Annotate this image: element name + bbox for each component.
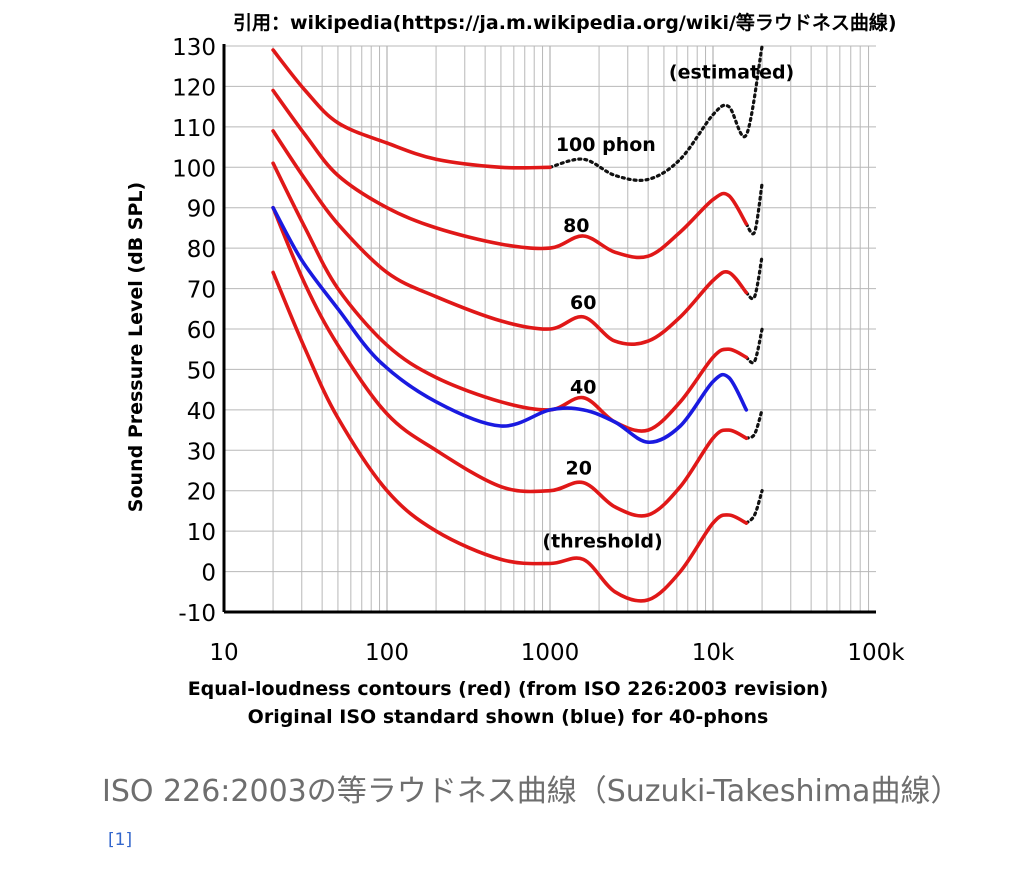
y-tick-label: 50 (187, 358, 216, 384)
x-tick-label: 100 (365, 640, 409, 666)
reference-link[interactable]: [1] (108, 830, 133, 850)
series-60-estimated (744, 254, 764, 301)
y-tick-label: 10 (187, 520, 216, 546)
y-tick-label: 130 (172, 35, 216, 61)
y-tick-label: 90 (187, 197, 216, 223)
y-tick-label: 20 (187, 480, 216, 506)
y-tick-label: 80 (187, 237, 216, 263)
source-note: 引用：wikipedia(https://ja.m.wikipedia.org/… (233, 12, 897, 34)
y-tick-label: 110 (172, 116, 216, 142)
series-100-phon (271, 48, 552, 170)
annotation-label: (estimated) (669, 61, 794, 83)
series-threshold-estimated (744, 489, 764, 525)
annotation-label: 60 (570, 292, 596, 314)
x-tick-label: 1000 (521, 640, 580, 666)
y-tick-label: -10 (178, 601, 216, 627)
series-original-40-phon (271, 205, 749, 445)
series-40-estimated (744, 327, 764, 365)
annotation-label: 20 (565, 458, 591, 480)
series-80-estimated (744, 181, 764, 236)
y-tick-label: 70 (187, 278, 216, 304)
series-20-estimated (744, 408, 764, 440)
y-tick-label: 30 (187, 439, 216, 465)
x-tick-label: 100k (847, 640, 905, 666)
series-20-phon (271, 205, 749, 518)
series-lines (271, 44, 764, 603)
annotation-label: 100 phon (556, 134, 656, 156)
series-40-phon (271, 161, 749, 433)
y-tick-label: 120 (172, 75, 216, 101)
figure-caption: ISO 226:2003の等ラウドネス曲線（Suzuki-Takeshima曲線… (102, 768, 962, 871)
y-tick-label: 60 (187, 318, 216, 344)
y-tick-label: 40 (187, 399, 216, 425)
y-tick-label: 100 (172, 156, 216, 182)
x-axis-label-line2: Original ISO standard shown (blue) for 4… (248, 706, 769, 728)
series-60-phon (271, 129, 749, 346)
caption-text: ISO 226:2003の等ラウドネス曲線（Suzuki-Takeshima曲線… (102, 774, 961, 809)
y-tick-label: 0 (201, 561, 216, 587)
x-tick-label: 10k (692, 640, 735, 666)
y-axis-label: Sound Pressure Level (dB SPL) (125, 182, 147, 512)
annotations: (estimated) 100 phon 80 60 40 20 (threshold) (542, 61, 794, 552)
series-100-phon-estimated (548, 44, 764, 182)
x-tick-label: 10 (209, 640, 238, 666)
annotation-label: 40 (570, 377, 596, 399)
axes (222, 44, 876, 614)
series-threshold (271, 270, 749, 603)
annotation-label: 80 (563, 215, 589, 237)
series-80-phon (271, 88, 749, 260)
annotation-label: (threshold) (542, 530, 662, 552)
x-axis-label-line1: Equal-loudness contours (red) (from ISO … (188, 678, 829, 700)
